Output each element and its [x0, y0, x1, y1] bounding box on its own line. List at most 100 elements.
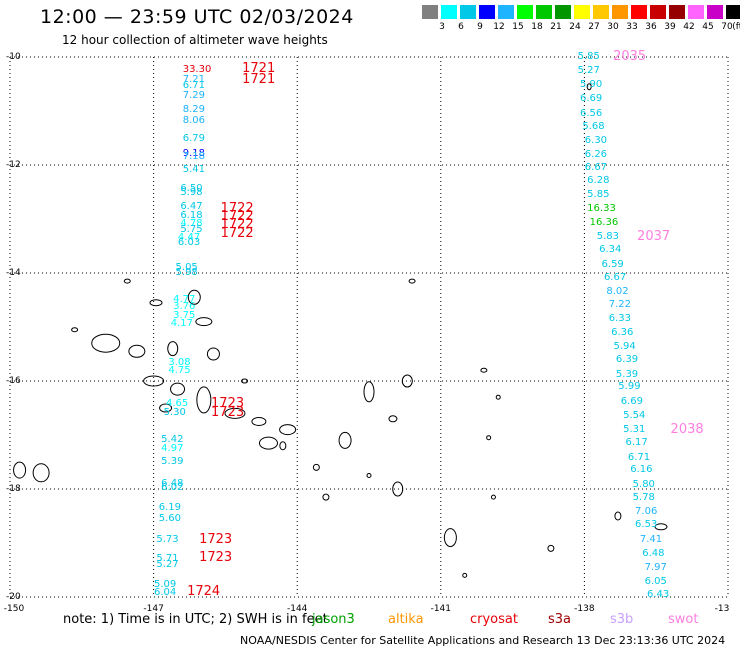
footnote: note: 1) Time is in UTC; 2) SWH is in fe…	[63, 612, 328, 627]
island-outline	[71, 327, 79, 333]
scale-label: 36	[645, 22, 657, 32]
scale-label: 24	[569, 22, 581, 32]
wave-height-value: 5.71	[156, 553, 179, 565]
wave-height-value: 6.19	[158, 501, 182, 513]
scale-label: 70	[721, 22, 733, 32]
wave-height-value: 5.99	[618, 381, 641, 393]
pass-time-label: 1724	[187, 583, 221, 599]
wave-height-value: 7.22	[608, 299, 631, 311]
wave-height-value: 3.08	[168, 357, 191, 369]
scale-label: 45	[702, 22, 714, 32]
wave-height-value: 5.27	[156, 558, 179, 570]
island-outline	[480, 367, 488, 373]
wave-height-value: 7.41	[639, 534, 663, 546]
island-outline	[143, 375, 165, 387]
wave-height-value: 16.36	[589, 216, 619, 228]
lat-tick-label: -20	[6, 592, 21, 602]
wave-height-value: 6.17	[625, 437, 648, 449]
island-outline	[338, 431, 352, 449]
pass-time-label: 1722	[220, 225, 254, 241]
island-outline	[195, 317, 213, 327]
scale-label: 12	[493, 22, 505, 32]
legend-altika: altika	[388, 612, 424, 627]
scale-swatch	[479, 5, 495, 19]
scale-swatch	[574, 5, 590, 19]
wave-height-value: 8.06	[182, 115, 205, 127]
wave-height-value: 7.97	[644, 562, 667, 574]
pass-time-label: 2037	[637, 228, 671, 244]
wave-height-value: 6.05	[644, 575, 667, 587]
island-outline	[443, 528, 457, 548]
island-outline	[408, 278, 416, 284]
pass-time-label: 1721	[242, 61, 276, 77]
scale-swatch	[688, 5, 704, 19]
wave-height-value: 6.30	[584, 134, 608, 146]
island-outline	[547, 544, 555, 552]
island-outline	[170, 382, 186, 396]
scale-swatch	[460, 5, 476, 19]
legend-cryosat: cryosat	[470, 612, 518, 627]
island-outline	[366, 473, 372, 478]
island-outline	[279, 441, 287, 451]
island-outline	[224, 407, 246, 419]
page-title: 12:00 — 23:59 UTC 02/03/2024	[40, 6, 354, 28]
lon-tick-label: -150	[3, 604, 25, 614]
scale-label: 27	[588, 22, 600, 32]
scale-label: 9	[477, 22, 483, 32]
lon-tick-label: -13	[714, 604, 730, 614]
scale-swatch	[650, 5, 666, 19]
wave-height-value: 6.28	[587, 175, 610, 187]
scale-label: 33	[626, 22, 638, 32]
wave-height-value: 4.47	[177, 231, 201, 243]
scale-swatch	[631, 5, 647, 19]
island-outline	[363, 381, 375, 403]
wave-height-value: 8.29	[182, 103, 205, 115]
wave-height-value: 16.33	[587, 203, 616, 215]
pass-time-label: 2038	[670, 421, 704, 437]
pass-time-label: 1722	[220, 201, 254, 217]
wave-height-value: 6.43	[647, 589, 670, 601]
wave-height-value: 7.06	[635, 505, 658, 517]
wave-height-value: 5.94	[613, 340, 636, 352]
wave-height-value: 5.31	[623, 423, 646, 435]
wave-height-value: 6.48	[642, 547, 665, 559]
wave-height-value: 6.59	[601, 258, 624, 270]
island-outline	[159, 403, 173, 413]
wave-height-value: 5.09	[153, 579, 177, 591]
lat-tick-label: -16	[6, 376, 21, 386]
wave-height-value: 4.78	[180, 218, 203, 230]
wave-height-value: 4.77	[173, 294, 196, 305]
lat-tick-label: -10	[6, 52, 21, 62]
wave-height-value: 6.48	[161, 477, 184, 489]
wave-height-value: 7.18	[182, 151, 205, 163]
legend-jason3: jason3	[312, 612, 355, 627]
wave-height-value: 8.02	[606, 285, 629, 297]
lat-tick-label: -14	[6, 268, 21, 278]
wave-height-value: 6.56	[580, 107, 603, 119]
wave-height-value: 4.75	[168, 365, 191, 377]
pass-time-label: 2035	[613, 49, 647, 64]
island-outline	[206, 347, 220, 361]
pass-time-label: 1723	[211, 405, 245, 421]
wave-height-value: 5.83	[596, 230, 620, 242]
scale-label: 6	[458, 22, 464, 32]
wave-height-value: 5.05	[175, 261, 198, 273]
wave-height-value: 6.71	[627, 451, 651, 463]
scale-swatch	[422, 5, 438, 19]
wave-height-value: 6.79	[182, 133, 205, 145]
island-outline	[167, 341, 179, 357]
pass-time-label: 1721	[242, 72, 276, 88]
island-outline	[241, 378, 249, 384]
island-outline	[91, 333, 121, 353]
wave-height-value: 5.98	[175, 267, 198, 278]
island-outline	[13, 461, 27, 479]
lon-tick-label: -147	[143, 604, 164, 614]
lon-tick-label: -138	[574, 604, 595, 614]
island-outline	[486, 435, 492, 441]
wave-height-value: 5.85	[577, 51, 600, 62]
wave-height-value: 33.30	[182, 63, 212, 75]
wave-height-value: 5.75	[180, 223, 203, 235]
wave-height-value: 6.71	[182, 80, 205, 92]
wave-height-value: 6.02	[161, 481, 184, 493]
